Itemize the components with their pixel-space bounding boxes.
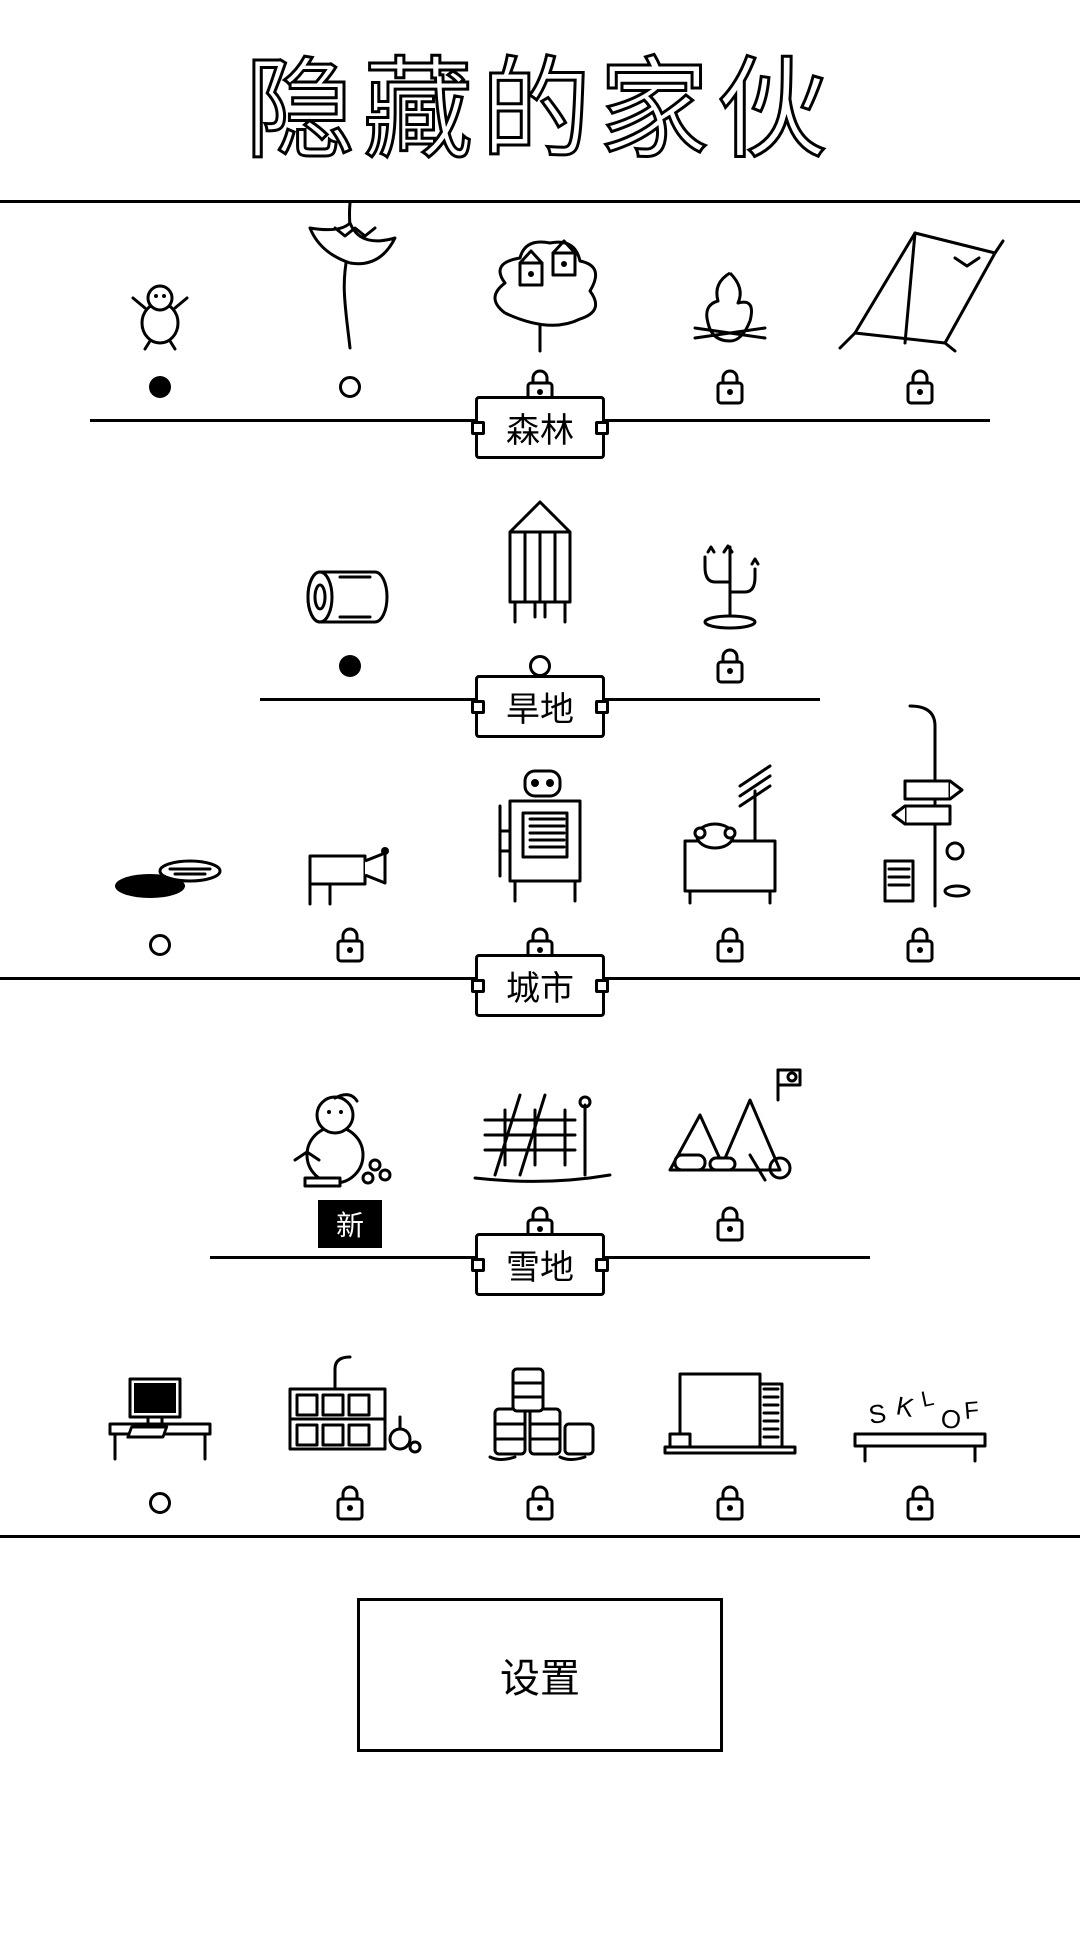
level-city-2[interactable] <box>465 781 615 967</box>
level-snow-2[interactable] <box>655 1060 805 1246</box>
level-forest-4[interactable] <box>845 223 995 409</box>
svg-text:O: O <box>939 1403 962 1435</box>
divider-line: 城市 <box>0 977 1080 980</box>
lock-icon <box>332 923 368 967</box>
campfire-icon <box>665 223 795 353</box>
level-dryland-1[interactable] <box>465 502 615 688</box>
svg-text:F: F <box>963 1397 980 1425</box>
lock-icon <box>902 1481 938 1525</box>
lock-icon <box>712 923 748 967</box>
lock-icon <box>712 644 748 688</box>
level-factory-4[interactable]: SKLOF <box>845 1339 995 1525</box>
level-city-1[interactable] <box>275 781 425 967</box>
lock-icon <box>332 1481 368 1525</box>
level-snow-1[interactable] <box>465 1060 615 1246</box>
level-factory-3[interactable] <box>655 1339 805 1525</box>
level-row: 新 <box>0 1040 1080 1256</box>
level-snow-0[interactable]: 新 <box>275 1060 425 1246</box>
level-row <box>0 761 1080 977</box>
level-forest-2[interactable] <box>465 223 615 409</box>
camera-icon <box>285 781 415 911</box>
mountain-camp-icon <box>665 1060 795 1190</box>
letters-bench-icon: SKLOF <box>855 1339 985 1469</box>
level-city-3[interactable] <box>655 781 805 967</box>
section-factory: SKLOF <box>0 1319 1080 1538</box>
svg-text:L: L <box>919 1385 936 1412</box>
lock-icon <box>712 1481 748 1525</box>
section-label-dryland: 旱地 <box>475 675 605 738</box>
lock-icon <box>522 1481 558 1525</box>
birdhouse-tree-icon <box>475 223 605 353</box>
settings-button[interactable]: 设置 <box>357 1598 723 1752</box>
level-city-4[interactable] <box>845 781 995 967</box>
new-badge: 新 <box>318 1202 382 1246</box>
status-dot-filled <box>339 644 361 688</box>
street-sign-icon <box>855 781 985 911</box>
lock-icon <box>902 923 938 967</box>
status-dot-filled <box>149 365 171 409</box>
svg-text:K: K <box>894 1390 917 1423</box>
snowman-icon <box>285 1060 415 1190</box>
barrels-icon <box>475 1339 605 1469</box>
divider-line <box>0 1535 1080 1538</box>
level-dryland-2[interactable] <box>655 502 805 688</box>
lock-icon <box>902 365 938 409</box>
level-city-0[interactable] <box>85 781 235 967</box>
game-title: 隐藏的家伙 <box>0 20 1080 180</box>
creature-icon <box>95 223 225 353</box>
level-forest-3[interactable] <box>655 223 805 409</box>
level-row <box>0 203 1080 419</box>
section-label-snow: 雪地 <box>475 1233 605 1296</box>
level-row: SKLOF <box>0 1319 1080 1535</box>
divider-line: 旱地 <box>260 698 820 701</box>
section-label-forest: 森林 <box>475 396 605 459</box>
water-tower-icon <box>475 502 605 632</box>
divider-line: 森林 <box>90 419 990 422</box>
robot-panel-icon <box>475 781 605 911</box>
section-forest: 森林 <box>0 200 1080 422</box>
tent-icon <box>855 223 985 353</box>
manhole-icon <box>95 781 225 911</box>
section-dryland: 旱地 <box>0 482 1080 701</box>
section-snow: 新雪地 <box>0 1040 1080 1259</box>
container-icon <box>665 1339 795 1469</box>
level-factory-2[interactable] <box>465 1339 615 1525</box>
level-factory-1[interactable] <box>275 1339 425 1525</box>
lock-icon <box>712 1202 748 1246</box>
status-dot-empty <box>149 1481 171 1525</box>
level-forest-0[interactable] <box>85 223 235 409</box>
antenna-box-icon <box>665 781 795 911</box>
computer-desk-icon <box>95 1339 225 1469</box>
section-city: 城市 <box>0 761 1080 980</box>
log-icon <box>285 502 415 632</box>
tree-icon <box>285 223 415 353</box>
divider-line: 雪地 <box>210 1256 870 1259</box>
svg-text:S: S <box>867 1398 888 1430</box>
level-row <box>0 482 1080 698</box>
status-dot-empty <box>149 923 171 967</box>
lab-shelf-icon <box>285 1339 415 1469</box>
level-forest-1[interactable] <box>275 223 425 409</box>
cactus-icon <box>665 502 795 632</box>
level-dryland-0[interactable] <box>275 502 425 688</box>
level-factory-0[interactable] <box>85 1339 235 1525</box>
lock-icon <box>712 365 748 409</box>
skis-icon <box>475 1060 605 1190</box>
section-label-city: 城市 <box>475 954 605 1017</box>
status-dot-empty <box>339 365 361 409</box>
